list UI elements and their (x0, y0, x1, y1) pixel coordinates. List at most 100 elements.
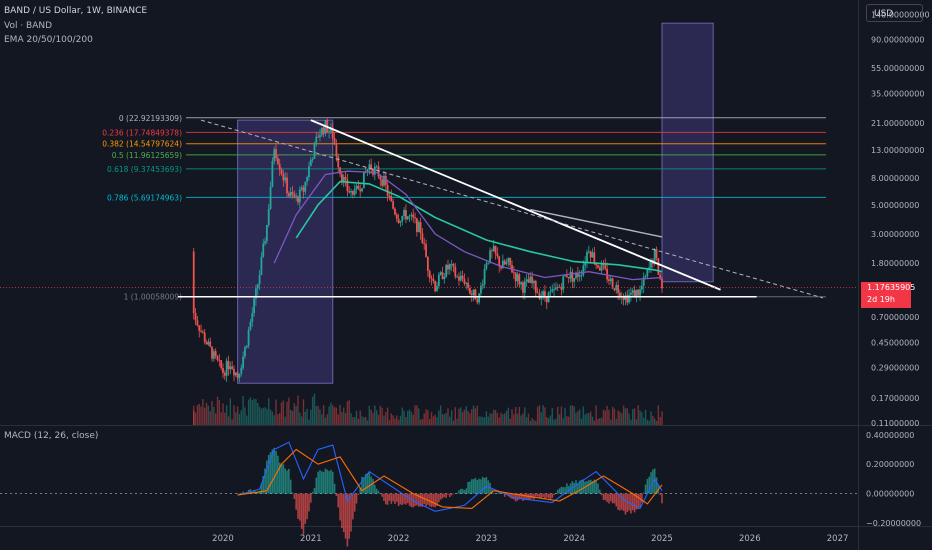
volume-bar (335, 407, 338, 425)
macd-histogram-bar (474, 477, 477, 494)
candle-body (481, 284, 484, 287)
macd-histogram-bar (288, 468, 290, 494)
candle-body (500, 266, 502, 269)
macd-histogram-bar (335, 493, 338, 497)
fib-level-label: 0.786 (5.69174963) (107, 193, 182, 202)
macd-histogram-bar (655, 477, 658, 494)
candle-body (249, 321, 252, 330)
macd-legend[interactable]: MACD (12, 26, close) (4, 431, 99, 441)
macd-histogram-bar (381, 493, 383, 497)
volume-bar (194, 412, 197, 425)
volume-bar (633, 408, 636, 425)
macd-histogram-bar (525, 493, 528, 501)
ema-legend[interactable]: EMA 20/50/100/200 (4, 35, 93, 45)
volume-bar (626, 408, 628, 425)
volume-bar (396, 415, 398, 425)
macd-histogram-bar (461, 488, 464, 494)
volume-bar (597, 419, 599, 425)
volume-bar (456, 418, 458, 425)
candle-body (386, 184, 389, 196)
candle-body (432, 278, 435, 282)
volume-bar (516, 413, 519, 425)
volume-bar (379, 405, 382, 425)
candle-body (253, 298, 255, 314)
volume-bar (644, 409, 647, 425)
macd-histogram-bar (333, 483, 336, 494)
candle-body (362, 171, 365, 189)
candle-body (469, 288, 471, 294)
macd-histogram-bar (339, 493, 341, 521)
volume-bar (450, 410, 453, 425)
candle-body (223, 372, 226, 376)
candle-body (498, 256, 501, 267)
candle-body (271, 160, 274, 187)
candle-body (231, 366, 234, 369)
macd-histogram-bar (531, 493, 533, 499)
volume-bar (352, 417, 354, 425)
candle-body (549, 291, 552, 293)
currency-button[interactable]: USD (866, 4, 923, 22)
candle-body (582, 265, 585, 276)
macd-histogram-bar (326, 469, 329, 494)
volume-bar (434, 414, 436, 425)
candle-body (452, 264, 455, 267)
volume-bar (333, 407, 336, 425)
volume-bar (268, 398, 270, 425)
candle-body (661, 278, 663, 289)
volume-bar (507, 407, 510, 425)
volume-bar (438, 410, 440, 425)
macd-histogram-bar (624, 493, 627, 515)
candle-body (211, 346, 213, 359)
macd-histogram-bar (661, 493, 663, 504)
volume-bar (264, 407, 266, 425)
candle-body (238, 373, 241, 378)
candle-body (198, 325, 201, 331)
volume-bar (211, 401, 213, 425)
volume-bar (514, 407, 517, 425)
macd-histogram-bar (401, 493, 404, 506)
volume-bar (591, 416, 594, 425)
volume-bar (600, 417, 603, 425)
macd-histogram-bar (366, 473, 369, 494)
candle-body (428, 270, 431, 279)
volume-bar (615, 418, 617, 425)
volume-bar (317, 405, 319, 425)
candle-body (284, 177, 287, 181)
macd-histogram-bar (352, 493, 354, 520)
macd-histogram-bar (375, 488, 378, 494)
candle-body (320, 127, 323, 136)
macd-histogram-bar (626, 493, 629, 513)
fibonacci-levels[interactable]: 0 (22.92193309) 0.236 (17.74849378) 0.382 … (102, 114, 826, 302)
volume-legend[interactable]: Vol · BAND (4, 21, 53, 31)
candle-body (437, 274, 440, 287)
candle-body (255, 288, 257, 299)
candle-body (534, 280, 537, 293)
drawn-trendlines[interactable] (0, 119, 858, 299)
volume-bar (527, 413, 530, 425)
volume-bar (266, 408, 268, 425)
macd-histogram-bar (277, 455, 279, 494)
macd-histogram-bar (432, 493, 435, 507)
macd-histogram-bar (582, 479, 585, 494)
candle-body (289, 192, 292, 197)
volume-bar (262, 407, 264, 425)
macd-histogram-bar (264, 468, 266, 494)
shaded-boxes[interactable] (237, 22, 714, 384)
macd-histogram-bar (405, 493, 407, 505)
macd-histogram-bar (562, 487, 565, 494)
macd-histogram-bar (324, 468, 327, 494)
candle-body (501, 260, 504, 269)
symbol-title[interactable]: BAND / US Dollar, 1W, BINANCE (4, 6, 148, 16)
volume-bar (503, 413, 506, 425)
price-tick-label: 140.00000000 (871, 10, 930, 19)
macd-histogram-bar (383, 493, 385, 501)
macd-histogram-bar (419, 493, 422, 507)
candle-body (445, 264, 448, 277)
candle-body (194, 313, 197, 321)
candle-body (619, 292, 621, 298)
candle-body (340, 173, 343, 183)
volume-bar (525, 417, 528, 425)
volume-bar (432, 416, 435, 425)
macd-histogram-bar (619, 493, 621, 511)
